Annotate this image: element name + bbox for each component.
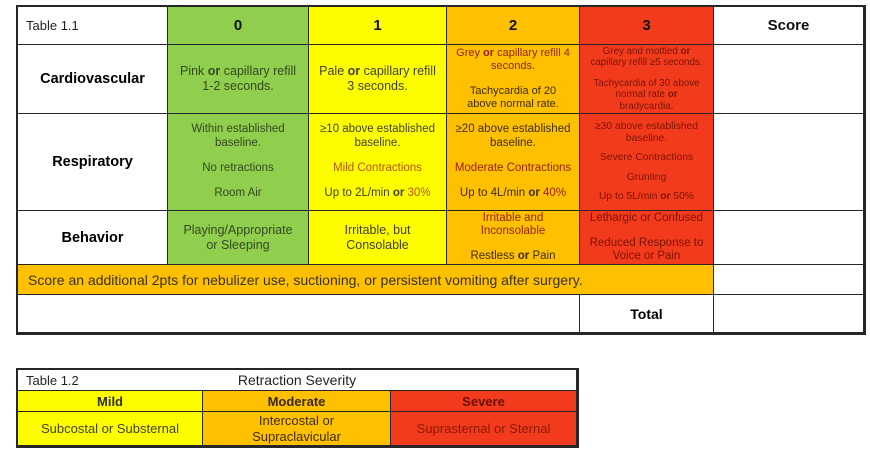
row-label-behavior: Behavior — [18, 211, 168, 265]
cell-behavior-2: Irritable and Inconsolable Restless or Pa… — [447, 211, 580, 265]
table2-title-row: Table 1.2 Retraction Severity — [18, 370, 577, 391]
retraction-severity-table: Table 1.2 Retraction Severity Mild Subcos… — [16, 368, 579, 448]
additional-points-note: Score an additional 2pts for nebulizer u… — [18, 265, 714, 295]
cell-cardiovascular-0: Pink or capillary refill 1-2 seconds. — [168, 45, 309, 114]
table1-title: Table 1.1 — [18, 7, 168, 45]
col-header-0: 0 — [168, 7, 309, 45]
row-label-cardiovascular: Cardiovascular — [18, 45, 168, 114]
col-header-2: 2 — [447, 7, 580, 45]
table1-title-text: Table 1.1 — [26, 18, 79, 33]
cell-cardiovascular-1: Pale or capillary refill 3 seconds. — [309, 45, 447, 114]
cell-cardiovascular-2: Grey or capillary refill 4 seconds. Tachy… — [447, 45, 580, 114]
cell-respiratory-2: ≥20 above established baseline. Moderate … — [447, 114, 580, 211]
total-label-cell: Total — [580, 295, 714, 333]
cell-respiratory-1: ≥10 above established baseline. Mild Cont… — [309, 114, 447, 211]
pews-score-table: Table 1.1 0 1 2 3 Score Score an additio… — [16, 5, 866, 335]
cell-cardiovascular-3: Grey and mottled or capillary refill ≥5 … — [580, 45, 714, 114]
cell-behavior-1: Irritable, but Consolable — [309, 211, 447, 265]
cell-respiratory-0: Within established baseline. No retractio… — [168, 114, 309, 211]
score-cell-behavior — [714, 211, 864, 265]
note-score-cell — [714, 265, 864, 295]
severity-value-moderate: Intercostal or Supraclavicular — [203, 412, 391, 446]
cell-behavior-0: Playing/Appropriate or Sleeping — [168, 211, 309, 265]
severity-label-mild: Mild — [18, 391, 203, 412]
col-header-1: 1 — [309, 7, 447, 45]
score-header: Score — [714, 7, 864, 45]
table2-title: Table 1.2 — [26, 372, 79, 388]
severity-value-severe: Suprasternal or Sternal — [391, 412, 577, 446]
cell-respiratory-3: ≥30 above established baseline. Severe Co… — [580, 114, 714, 211]
row-label-respiratory: Respiratory — [18, 114, 168, 211]
score-cell-respiratory — [714, 114, 864, 211]
severity-label-severe: Severe — [391, 391, 577, 412]
severity-label-moderate: Moderate — [203, 391, 391, 412]
cell-behavior-3: Lethargic or Confused Reduced Response to… — [580, 211, 714, 265]
score-cell-cardiovascular — [714, 45, 864, 114]
total-spacer-cell — [18, 295, 580, 333]
total-score-cell — [714, 295, 864, 333]
note-text: Score an additional 2pts for nebulizer u… — [28, 271, 583, 288]
table2-header: Retraction Severity — [237, 372, 357, 388]
col-header-3: 3 — [580, 7, 714, 45]
severity-value-mild: Subcostal or Substernal — [18, 412, 203, 446]
